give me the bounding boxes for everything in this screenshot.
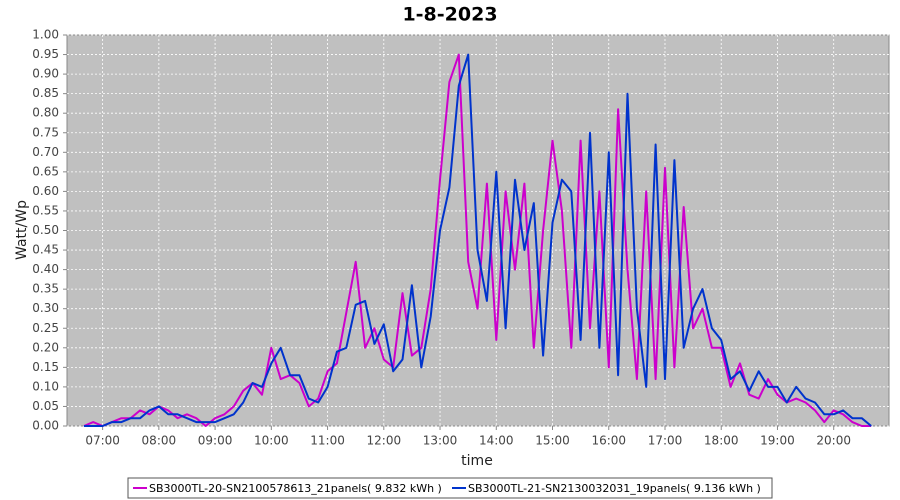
x-tick-label: 19:00 xyxy=(760,434,795,448)
x-tick-label: 13:00 xyxy=(423,434,458,448)
plot-area xyxy=(66,34,890,427)
y-tick-label: 0.65 xyxy=(32,164,59,178)
x-tick-label: 08:00 xyxy=(142,434,177,448)
x-tick-label: 12:00 xyxy=(367,434,402,448)
x-tick-label: 14:00 xyxy=(479,434,514,448)
y-tick-label: 0.75 xyxy=(32,125,59,139)
x-axis-label: time xyxy=(461,453,493,469)
x-tick-label: 15:00 xyxy=(535,434,570,448)
y-tick-label: 0.35 xyxy=(32,282,59,296)
y-tick-label: 0.80 xyxy=(32,106,59,120)
y-tick-label: 0.70 xyxy=(32,145,59,159)
y-tick-label: 0.30 xyxy=(32,301,59,315)
x-tick-label: 16:00 xyxy=(591,434,626,448)
y-tick-label: 0.45 xyxy=(32,243,59,257)
x-tick-label: 09:00 xyxy=(198,434,233,448)
y-tick-label: 1.00 xyxy=(32,28,59,42)
chart-title: 1-8-2023 xyxy=(402,4,497,26)
y-tick-label: 0.05 xyxy=(32,399,59,413)
y-tick-label: 0.10 xyxy=(32,379,59,393)
y-tick-label: 0.60 xyxy=(32,184,59,198)
y-tick-label: 0.90 xyxy=(32,67,59,81)
y-tick-label: 0.55 xyxy=(32,203,59,217)
y-tick-label: 0.20 xyxy=(32,340,59,354)
legend xyxy=(127,477,773,499)
y-axis-label: Watt/Wp xyxy=(14,200,30,260)
y-tick-label: 0.50 xyxy=(32,223,59,237)
x-tick-label: 20:00 xyxy=(816,434,851,448)
legend-label: SB3000TL-21-SN2130032031_19panels( 9.136… xyxy=(468,482,761,495)
y-tick-label: 0.85 xyxy=(32,86,59,100)
legend-label: SB3000TL-20-SN2100578613_21panels( 9.832… xyxy=(149,482,442,495)
x-tick-label: 07:00 xyxy=(85,434,120,448)
series-line xyxy=(83,53,872,427)
x-tick-label: 18:00 xyxy=(704,434,739,448)
y-tick-label: 0.00 xyxy=(32,419,59,433)
series-line xyxy=(83,53,872,427)
y-tick-label: 0.15 xyxy=(32,360,59,374)
x-tick-label: 17:00 xyxy=(648,434,683,448)
y-tick-label: 0.95 xyxy=(32,47,59,61)
y-tick-label: 0.25 xyxy=(32,321,59,335)
x-tick-label: 11:00 xyxy=(310,434,345,448)
y-tick-label: 0.40 xyxy=(32,262,59,276)
x-tick-label: 10:00 xyxy=(254,434,289,448)
